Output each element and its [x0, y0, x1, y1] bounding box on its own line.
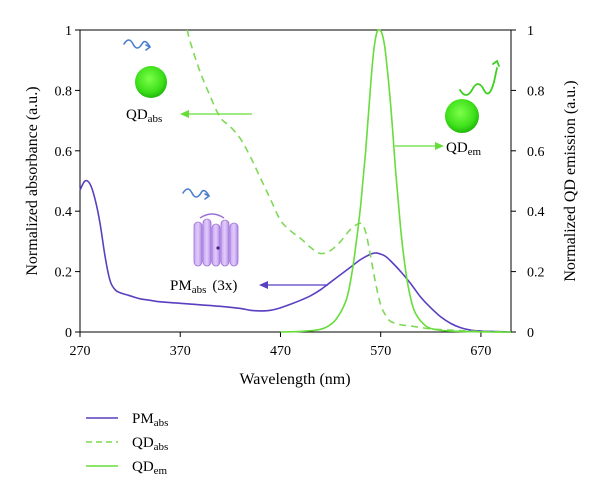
y-tick-label-right-1: 0.2 — [527, 266, 545, 281]
y-tick-label-left-5: 1 — [65, 24, 72, 39]
y-tick-label-right-2: 0.4 — [527, 205, 545, 220]
qd-em-label: QDem — [446, 140, 482, 158]
x-tick-label-570: 570 — [370, 344, 391, 359]
y-tick-label-left-4: 0.8 — [55, 84, 73, 99]
qd-abs-label: QDabs — [126, 107, 162, 125]
y-tick-label-right-3: 0.6 — [527, 145, 545, 160]
series-line-qd-abs — [186, 29, 512, 333]
y-tick-label-left-3: 0.6 — [55, 145, 73, 160]
legend-label-pm-abs: PMabs — [132, 411, 168, 429]
x-tick-label-370: 370 — [170, 344, 191, 359]
qd-emit-dot-icon — [445, 99, 479, 133]
legend: PMabs QDabs QDem — [86, 411, 168, 477]
y-tick-label-left-0: 0 — [65, 326, 72, 341]
light-squiggle-icon — [123, 39, 151, 51]
x-tick-label-670: 670 — [470, 344, 491, 359]
y-tick-label-left-1: 0.2 — [55, 266, 73, 281]
protein-helix-icon — [193, 213, 239, 267]
y-tick-label-right-5: 1 — [527, 24, 534, 39]
legend-label-qd-abs: QDabs — [132, 435, 168, 453]
y-tick-label-right-0: 0 — [527, 326, 534, 341]
series-line-qd-em — [280, 28, 512, 333]
x-tick-label-270: 270 — [70, 344, 91, 359]
qd-em-arrow — [395, 142, 444, 150]
x-tick-label-470: 470 — [270, 344, 291, 359]
series-layer — [79, 28, 512, 333]
y-axis-title-right: Normalized QD emission (a.u.) — [562, 80, 579, 281]
x-axis-title: Wavelength (nm) — [239, 371, 350, 388]
qd-absorb-dot-icon — [135, 66, 167, 98]
pm-abs-arrow — [259, 281, 328, 289]
tick-labels: 270 370 470 570 670 0 0 0.2 0.2 0.4 0.4 0.6 0.6 0.8 0.… — [55, 24, 545, 359]
legend-label-qd-em: QDem — [132, 459, 168, 477]
pm-abs-label: PMabs (3x) — [170, 278, 237, 296]
y-tick-label-left-2: 0.4 — [55, 205, 73, 220]
qd-abs-arrow — [180, 110, 252, 118]
emission-squiggle-icon — [459, 59, 500, 96]
y-axis-title-left: Normalized absorbance (a.u.) — [24, 86, 41, 275]
light-squiggle-icon — [182, 188, 210, 200]
series-line-pm-abs — [79, 179, 512, 333]
y-tick-label-right-4: 0.8 — [527, 84, 545, 99]
axis-ticks — [75, 29, 516, 337]
